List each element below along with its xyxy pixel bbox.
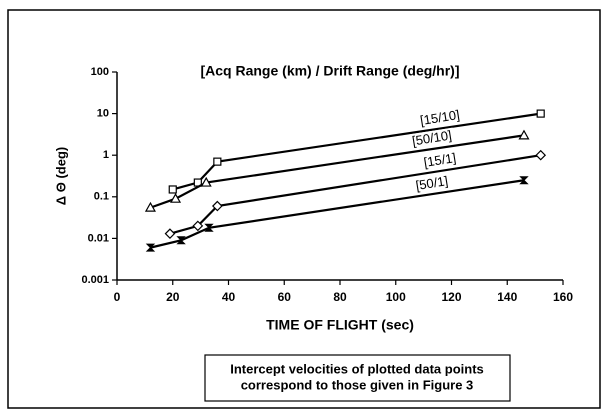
x-tick-label: 140: [497, 290, 517, 304]
note-line: Intercept velocities of plotted data poi…: [230, 361, 484, 376]
x-tick-label: 20: [166, 290, 180, 304]
y-tick-label: 10: [97, 108, 109, 120]
marker: [212, 200, 223, 212]
y-tick-label: 0.01: [88, 232, 109, 244]
marker: [518, 129, 530, 140]
x-axis-label: TIME OF FLIGHT (sec): [266, 317, 414, 333]
marker: [536, 109, 545, 118]
x-tick-label: 80: [333, 290, 347, 304]
note-line: correspond to those given in Figure 3: [241, 377, 474, 392]
series-label-box: [409, 127, 455, 151]
marker: [535, 149, 547, 161]
series-label-box: [417, 149, 463, 173]
x-tick-label: 100: [386, 290, 406, 304]
series-label: [15/1]: [423, 150, 457, 170]
series-label-box: [409, 172, 455, 196]
y-axis-label: Δ Θ (deg): [53, 147, 68, 205]
x-tick-label: 120: [441, 290, 461, 304]
series-line: [172, 112, 541, 191]
marker: [204, 223, 214, 232]
marker: [176, 236, 186, 245]
x-tick-label: 60: [278, 290, 292, 304]
marker: [192, 220, 204, 232]
x-tick-label: 160: [553, 290, 573, 304]
marker: [519, 176, 529, 185]
y-tick-label: 0.001: [81, 274, 109, 286]
marker: [170, 192, 182, 203]
series-line: [169, 154, 541, 235]
marker: [168, 185, 177, 194]
chart-title: [Acq Range (km) / Drift Range (deg/hr)]: [200, 63, 459, 79]
marker: [213, 157, 222, 166]
marker: [200, 176, 212, 187]
marker: [144, 201, 156, 212]
marker: [145, 243, 156, 252]
y-tick-label: 0.1: [94, 191, 109, 203]
series-label-box: [417, 107, 463, 130]
series-label: [50/10]: [411, 127, 453, 148]
series-label: [50/1]: [415, 173, 449, 193]
note-box: [204, 354, 511, 402]
y-tick-label: 1: [103, 149, 109, 161]
x-tick-label: 40: [222, 290, 236, 304]
y-tick-label: 100: [91, 66, 109, 78]
frame: [7, 9, 601, 409]
series-line: [150, 134, 525, 209]
marker: [164, 228, 176, 240]
series-line: [150, 179, 525, 249]
series-label: [15/10]: [419, 107, 461, 128]
x-tick-label: 0: [114, 290, 121, 304]
